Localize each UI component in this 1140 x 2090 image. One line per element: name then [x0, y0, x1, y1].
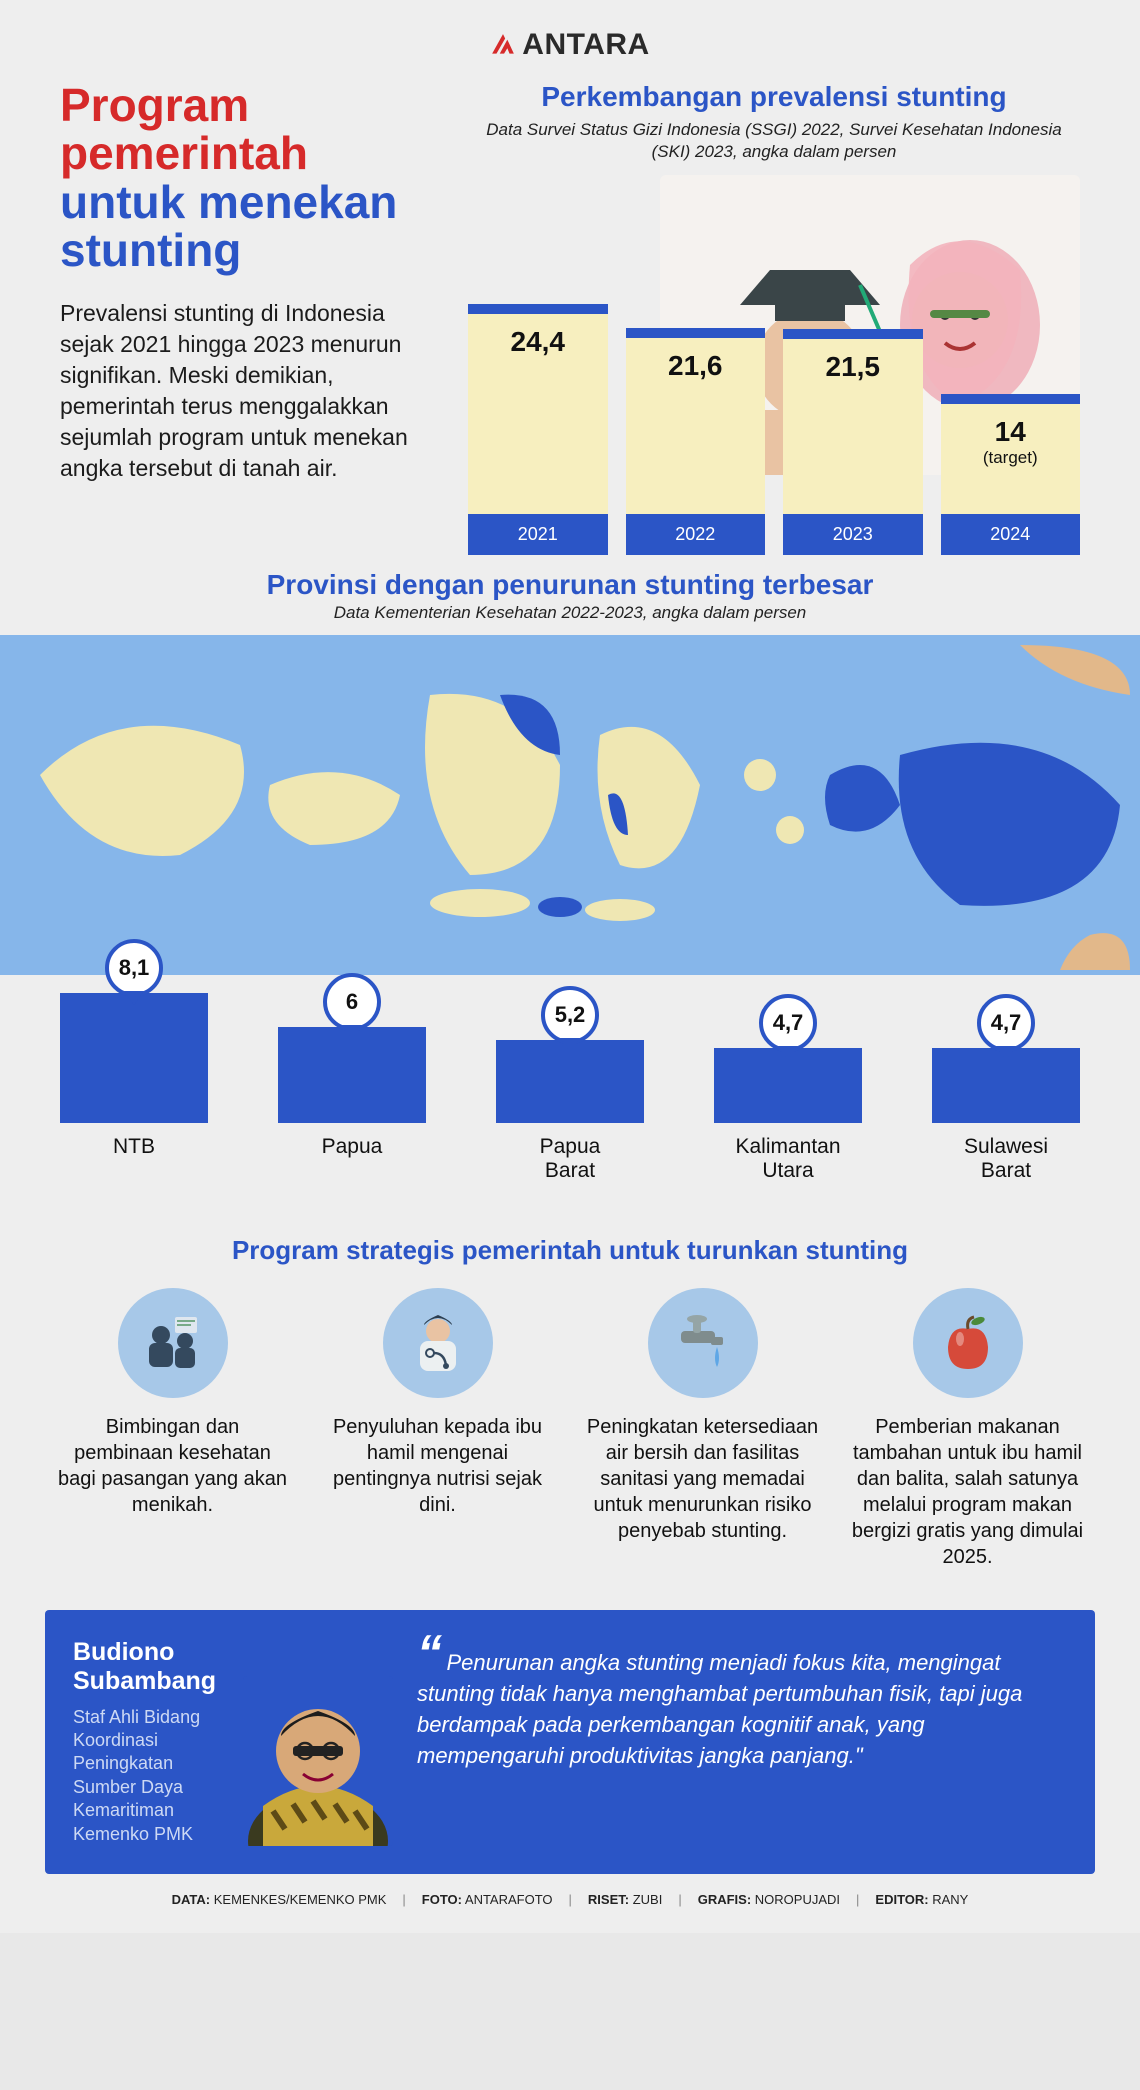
faucet-icon: [648, 1288, 758, 1398]
bar-year: 2023: [783, 514, 923, 555]
bar-year: 2022: [626, 514, 766, 555]
hero-row: Program pemerintah untuk menekan stuntin…: [0, 81, 1140, 555]
province-bar: 8,1 NTB: [60, 939, 208, 1187]
province-label: NTB: [113, 1135, 155, 1187]
bar-body: 21,6: [626, 328, 766, 514]
programs-title: Program strategis pemerintah untuk turun…: [0, 1235, 1140, 1266]
quote-photo: [243, 1676, 393, 1846]
map-pin-icon: 4,7: [759, 994, 817, 1052]
province-label: Sulawesi Barat: [964, 1135, 1048, 1187]
province-label: Papua Barat: [540, 1135, 601, 1187]
bar-body: 14(target): [941, 394, 1081, 514]
bar-value: 14(target): [941, 416, 1081, 468]
province-label: Papua: [322, 1135, 383, 1187]
map-title: Provinsi dengan penurunan stunting terbe…: [0, 563, 1140, 603]
province-bar: 4,7 Kalimantan Utara: [714, 994, 862, 1187]
quote-body: “ Penurunan angka stunting menjadi fokus…: [417, 1638, 1059, 1771]
program-item: Pemberian makanan tambahan untuk ibu ham…: [850, 1288, 1085, 1570]
quote-person-meta: Budiono Subambang Staf Ahli Bidang Koord…: [73, 1638, 227, 1846]
separator: |: [402, 1892, 405, 1907]
bar-value: 21,5: [783, 351, 923, 383]
province-bar-body: [496, 1040, 644, 1123]
indonesia-map: [0, 635, 1140, 975]
credit-item: RISET: ZUBI: [588, 1892, 662, 1907]
province-bar: 4,7 Sulawesi Barat: [932, 994, 1080, 1187]
province-bar: 6 Papua: [278, 973, 426, 1187]
program-item: Peningkatan ketersediaan air bersih dan …: [585, 1288, 820, 1570]
separator: |: [856, 1892, 859, 1907]
quote-person: Budiono Subambang Staf Ahli Bidang Koord…: [73, 1638, 393, 1846]
program-text: Bimbingan dan pembinaan kesehatan bagi p…: [55, 1414, 290, 1518]
prevalence-chart: 24,4 2021 21,6 2022 21,5 2023 14(target) 2024: [468, 175, 1080, 555]
map-pin-icon: 6: [323, 973, 381, 1031]
program-text: Penyuluhan kepada ibu hamil mengenai pen…: [320, 1414, 555, 1518]
credit-item: DATA: KEMENKES/KEMENKO PMK: [172, 1892, 387, 1907]
person-illustration: [243, 1676, 393, 1846]
map-svg: [0, 635, 1140, 975]
brand-name: ANTARA: [522, 28, 649, 62]
quote-role: Staf Ahli Bidang Koordinasi Peningkatan …: [73, 1706, 227, 1846]
bar-year: 2024: [941, 514, 1081, 555]
credit-item: EDITOR: RANY: [875, 1892, 968, 1907]
bar-value: 24,4: [468, 326, 608, 358]
credit-item: FOTO: ANTARAFOTO: [422, 1892, 553, 1907]
apple-icon: [913, 1288, 1023, 1398]
quote-name: Budiono Subambang: [73, 1638, 227, 1696]
province-bar: 5,2 Papua Barat: [496, 986, 644, 1187]
doctor-icon: [383, 1288, 493, 1398]
map-pin-icon: 4,7: [977, 994, 1035, 1052]
prevalence-bar: 21,5 2023: [783, 329, 923, 555]
quote-box: Budiono Subambang Staf Ahli Bidang Koord…: [45, 1610, 1095, 1874]
quote-text: Penurunan angka stunting menjadi fokus k…: [417, 1650, 1022, 1767]
prevalence-bar: 24,4 2021: [468, 304, 608, 555]
prevalence-title: Perkembangan prevalensi stunting: [468, 81, 1080, 113]
province-bar-body: [60, 993, 208, 1123]
program-item: Bimbingan dan pembinaan kesehatan bagi p…: [55, 1288, 290, 1570]
separator: |: [678, 1892, 681, 1907]
program-text: Peningkatan ketersediaan air bersih dan …: [585, 1414, 820, 1544]
lead-paragraph: Prevalensi stunting di Indonesia sejak 2…: [60, 298, 420, 484]
prevalence-bar: 14(target) 2024: [941, 394, 1081, 555]
hero-left: Program pemerintah untuk menekan stuntin…: [60, 81, 440, 555]
bar-year: 2021: [468, 514, 608, 555]
bar-body: 21,5: [783, 329, 923, 514]
couple-icon: [118, 1288, 228, 1398]
map-section: Provinsi dengan penurunan stunting terbe…: [0, 563, 1140, 1207]
infographic-page: ANTARA Program pemerintah untuk menekan …: [0, 0, 1140, 1933]
province-label: Kalimantan Utara: [735, 1135, 840, 1187]
programs-section: Program strategis pemerintah untuk turun…: [0, 1235, 1140, 1570]
bar-body: 24,4: [468, 304, 608, 514]
province-bars: 8,1 NTB 6 Papua 5,2 Papua Barat 4,7 Kalimantan …: [0, 939, 1140, 1187]
map-subtitle: Data Kementerian Kesehatan 2022-2023, an…: [0, 603, 1140, 623]
map-pin-icon: 8,1: [105, 939, 163, 997]
bar-note: (target): [941, 448, 1081, 468]
prevalence-subtitle: Data Survei Status Gizi Indonesia (SSGI)…: [468, 119, 1080, 163]
antara-logo-icon: [490, 32, 516, 58]
bar-value: 21,6: [626, 350, 766, 382]
map-pin-icon: 5,2: [541, 986, 599, 1044]
credits-bar: DATA: KEMENKES/KEMENKO PMK | FOTO: ANTARAF…: [0, 1874, 1140, 1933]
programs-row: Bimbingan dan pembinaan kesehatan bagi p…: [0, 1288, 1140, 1570]
prevalence-bars: 24,4 2021 21,6 2022 21,5 2023 14(target) 2024: [468, 295, 1080, 555]
hero-right: Perkembangan prevalensi stunting Data Su…: [468, 81, 1080, 555]
program-item: Penyuluhan kepada ibu hamil mengenai pen…: [320, 1288, 555, 1570]
brand-logo: ANTARA: [490, 28, 649, 62]
quote-mark-icon: “: [417, 1625, 442, 1681]
title-line-1: Program pemerintah: [60, 81, 440, 178]
program-text: Pemberian makanan tambahan untuk ibu ham…: [850, 1414, 1085, 1570]
credit-item: GRAFIS: NOROPUJADI: [698, 1892, 840, 1907]
logo-bar: ANTARA: [0, 0, 1140, 81]
title-line-2: untuk menekan stunting: [60, 178, 440, 275]
province-bar-body: [278, 1027, 426, 1123]
prevalence-header: Perkembangan prevalensi stunting Data Su…: [468, 81, 1080, 163]
separator: |: [569, 1892, 572, 1907]
prevalence-bar: 21,6 2022: [626, 328, 766, 555]
